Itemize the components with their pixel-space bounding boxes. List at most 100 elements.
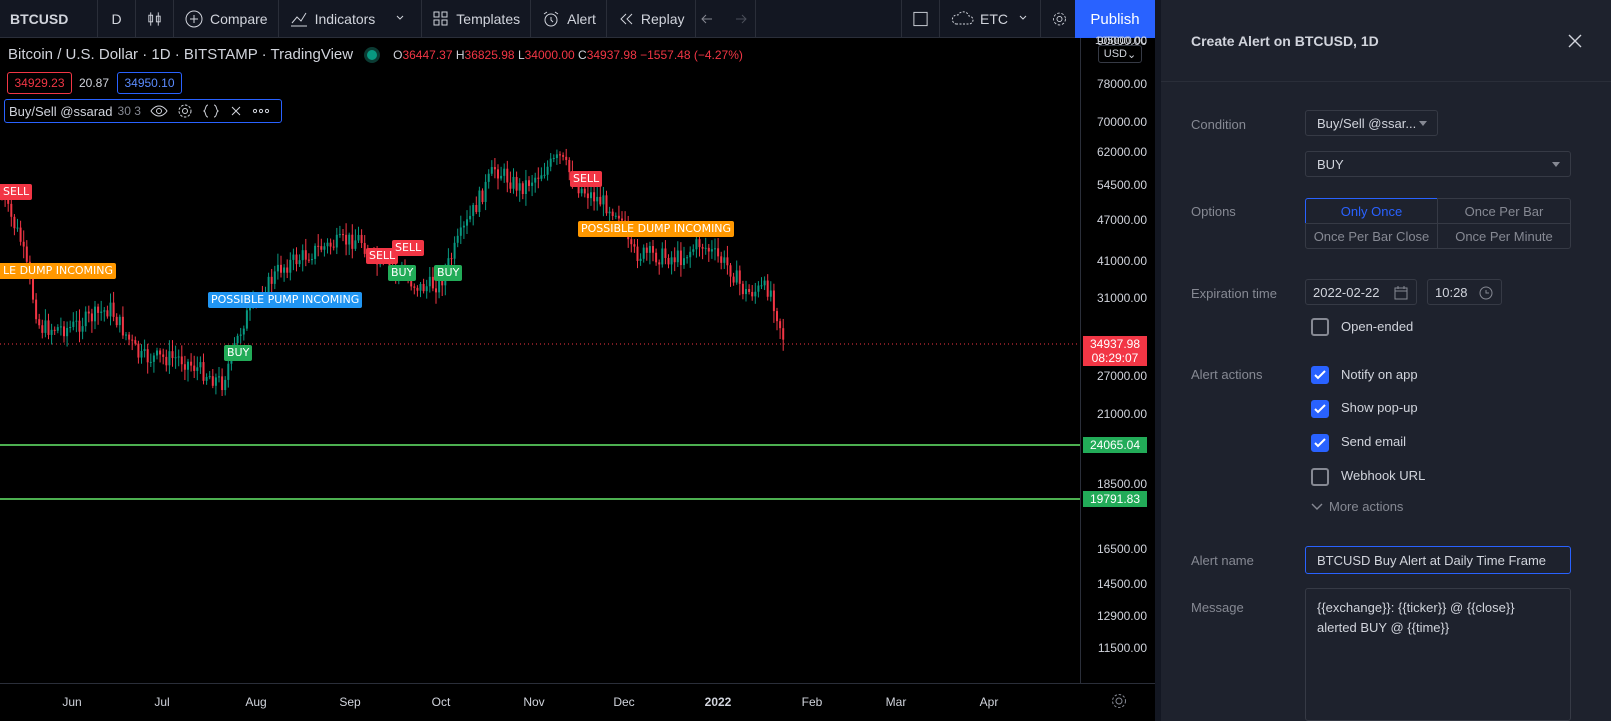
compare-button[interactable]: Compare (174, 0, 279, 38)
cloud-icon (951, 10, 974, 24)
send-email-checkbox[interactable] (1311, 434, 1329, 452)
undo-button[interactable] (696, 0, 724, 38)
message-textarea[interactable]: {{exchange}}: {{ticker}} @ {{close}} ale… (1305, 588, 1571, 721)
square-icon (913, 11, 928, 26)
redo-button[interactable] (724, 0, 756, 38)
notify-app-label: Notify on app (1341, 367, 1418, 382)
notify-app-checkbox[interactable] (1311, 366, 1329, 384)
settings-button[interactable] (1041, 0, 1079, 38)
candle-body (751, 291, 754, 297)
candle-body (118, 316, 121, 326)
open-ended-checkbox[interactable] (1311, 318, 1329, 336)
option-once-per-bar-close[interactable]: Once Per Bar Close (1305, 223, 1438, 249)
candle-body (431, 276, 434, 289)
candle-body (772, 290, 775, 312)
more-icon[interactable] (252, 108, 270, 114)
candle-body (115, 316, 118, 326)
webhook-checkbox[interactable] (1311, 468, 1329, 486)
indicators-icon (290, 12, 307, 26)
interval-button[interactable]: D (98, 0, 136, 38)
candle-body (180, 356, 183, 365)
options-label: Options (1191, 204, 1236, 219)
candle-body (450, 258, 453, 260)
candle-body (608, 211, 611, 214)
candle-body (53, 329, 56, 331)
candle-body (639, 258, 642, 261)
replay-button[interactable]: Replay (607, 0, 696, 38)
candle-body (332, 246, 335, 248)
gear-icon[interactable] (177, 103, 193, 119)
more-actions-toggle[interactable]: More actions (1311, 499, 1403, 514)
eye-icon[interactable] (150, 104, 168, 118)
candle-body (351, 234, 354, 249)
replay-icon (620, 13, 633, 24)
level-badge-2: 19791.83 (1083, 491, 1147, 507)
condition-signal-select[interactable]: BUY (1305, 151, 1571, 177)
sell-price-box[interactable]: 34929.23 (7, 72, 72, 94)
indicators-button[interactable]: Indicators (279, 0, 423, 38)
candle-body (741, 283, 744, 295)
message-label: Message (1191, 600, 1244, 615)
currency-selector[interactable]: USD ⌄ (1098, 45, 1142, 63)
source-code-icon[interactable] (202, 103, 220, 119)
candle-body (577, 181, 580, 194)
option-once-per-bar[interactable]: Once Per Bar (1437, 198, 1571, 224)
option-only-once[interactable]: Only Once (1305, 198, 1438, 224)
gear-icon[interactable] (1110, 692, 1128, 710)
candle-body (149, 361, 152, 363)
price-tick: 90000.00 (1096, 34, 1147, 48)
time-tick: Sep (339, 695, 361, 709)
candle-body (348, 234, 351, 245)
time-axis[interactable]: Jun Jul Aug Sep Oct Nov Dec 2022 Feb Mar Apr (0, 683, 1155, 721)
close-icon[interactable] (1567, 33, 1583, 49)
close-icon[interactable] (229, 104, 243, 118)
panel-separator[interactable] (1155, 0, 1161, 721)
candle-body (106, 310, 109, 317)
option-once-per-minute[interactable]: Once Per Minute (1437, 223, 1571, 249)
candle-body (270, 276, 273, 284)
candle-body (428, 276, 431, 287)
current-price: 34937.98 (1089, 337, 1141, 351)
publish-button[interactable]: Publish (1075, 0, 1155, 38)
templates-button[interactable]: Templates (422, 0, 532, 38)
candle-body (100, 311, 103, 313)
check-icon (1314, 438, 1326, 448)
session-button[interactable]: ETC (940, 0, 1041, 38)
layout-button[interactable] (902, 0, 940, 38)
candle-body (128, 334, 131, 340)
candle-body (735, 270, 738, 283)
dump-label-partial: LE DUMP INCOMING (0, 263, 117, 279)
condition-indicator-select[interactable]: Buy/Sell @ssar... (1305, 110, 1438, 136)
candle-body (44, 320, 47, 333)
candle-body (342, 234, 344, 236)
show-popup-checkbox[interactable] (1311, 400, 1329, 418)
price-axis[interactable]: USD ⌄ 90000.00 78000.00 70000.00 62000.00 545… (1080, 34, 1155, 683)
chart-type-button[interactable] (136, 0, 174, 38)
alert-button[interactable]: Alert (531, 0, 607, 38)
compare-label: Compare (210, 10, 268, 27)
candle-body (704, 247, 707, 249)
buy-price-box[interactable]: 34950.10 (117, 72, 182, 94)
candle-body (131, 339, 134, 341)
candle-body (69, 327, 72, 329)
candle-body (779, 321, 782, 329)
candle-body (726, 257, 729, 266)
replay-label: Replay (640, 10, 685, 27)
expiration-date-input[interactable]: 2022-02-22 (1305, 279, 1417, 305)
symbol-title[interactable]: Bitcoin / U.S. Dollar · 1D · BITSTAMP · … (8, 46, 354, 63)
indicator-legend-row[interactable]: Buy/Sell @ssarad 30 3 (4, 99, 282, 123)
alert-name-input[interactable] (1305, 546, 1571, 574)
candle-body (648, 246, 651, 253)
candle-body (515, 176, 518, 191)
chart-pane[interactable]: SELL LE DUMP INCOMING POSSIBLE PUMP INCO… (0, 38, 1080, 683)
candle-body (190, 361, 193, 366)
candle-body (611, 211, 614, 216)
candle-body (10, 203, 13, 217)
expiration-time-input[interactable]: 10:28 (1427, 279, 1502, 305)
candle-body (298, 260, 301, 265)
candle-body (162, 354, 165, 357)
symbol-search-button[interactable]: BTCUSD (0, 0, 98, 38)
current-price-badge: 34937.98 08:29:07 (1083, 336, 1147, 366)
candle-body (239, 334, 242, 336)
candle-body (410, 279, 413, 287)
